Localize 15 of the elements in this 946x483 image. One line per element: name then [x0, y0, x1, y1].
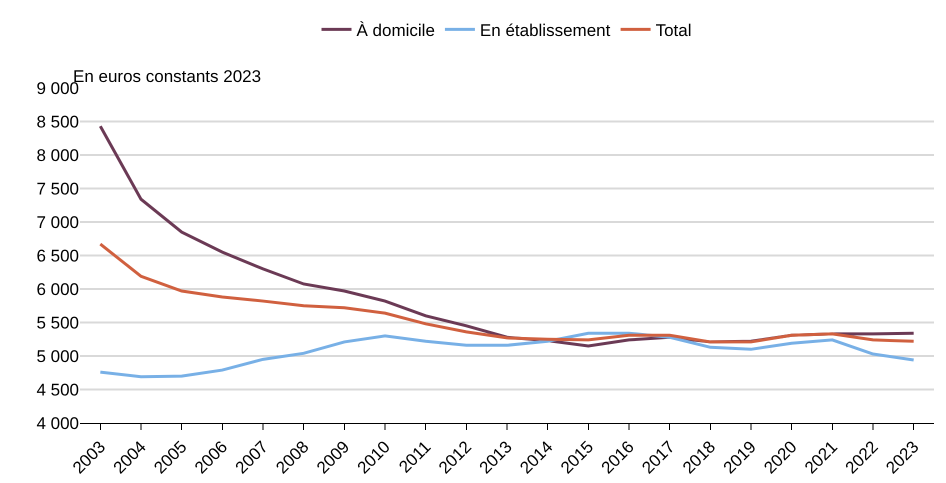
y-tick-label: 7 000 — [36, 212, 79, 232]
y-tick-label: 8 000 — [36, 146, 79, 165]
y-tick-label: 4 500 — [36, 380, 79, 400]
line-series — [98, 332, 916, 378]
y-tick-label: 5 500 — [36, 313, 79, 332]
legend-label: En établissement — [480, 20, 611, 40]
y-tick-label: 5 000 — [36, 346, 79, 366]
legend-label: Total — [656, 20, 692, 40]
line-series — [98, 242, 916, 344]
y-tick-label: 4 000 — [36, 414, 79, 433]
y-tick-label: 6 500 — [36, 246, 79, 266]
y-tick-label: 6 000 — [36, 280, 79, 299]
y-tick-label: 8 500 — [36, 112, 79, 132]
y-tick-label: 7 500 — [36, 179, 79, 198]
legend-label: À domicile — [356, 20, 435, 40]
